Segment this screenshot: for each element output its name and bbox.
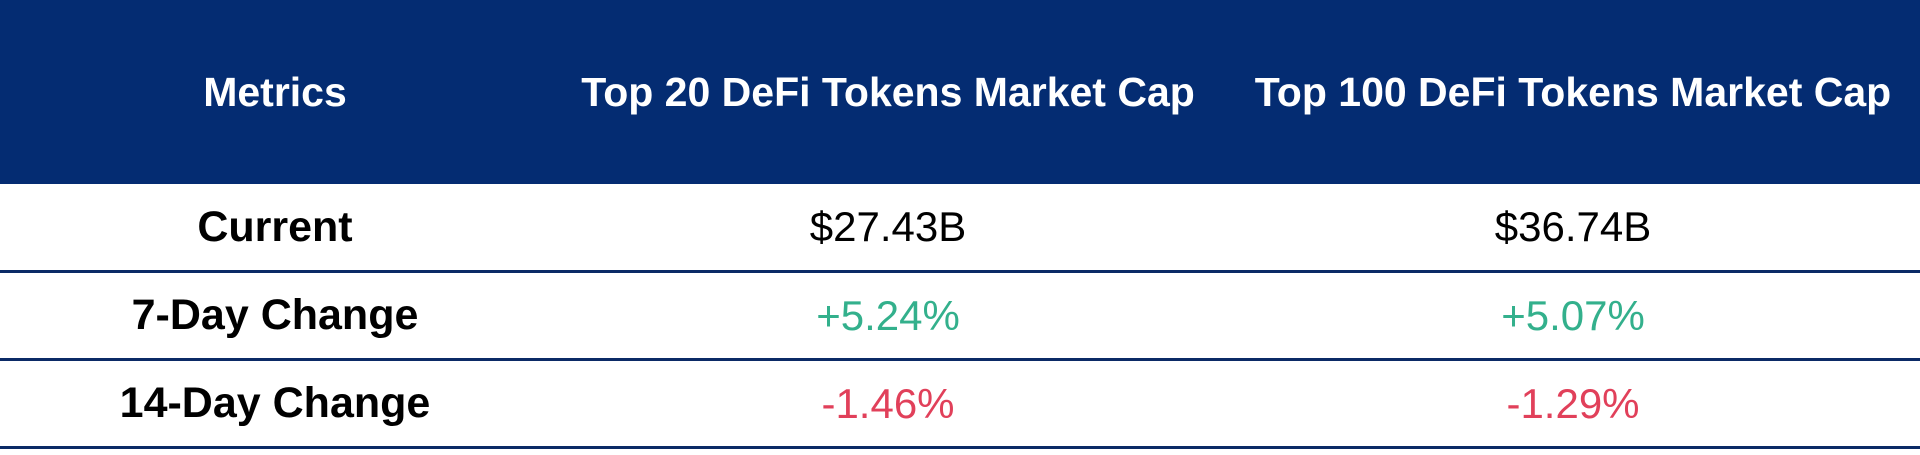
row-label-current: Current bbox=[197, 202, 353, 251]
table-row: Current $27.43B $36.74B bbox=[0, 184, 1920, 273]
table-row: 7-Day Change +5.24% +5.07% bbox=[0, 273, 1920, 361]
header-metrics: Metrics bbox=[203, 69, 347, 115]
cell-14day-top100: -1.29% bbox=[1506, 379, 1640, 427]
cell-7day-top100: +5.07% bbox=[1501, 291, 1645, 339]
cell-current-top100: $36.74B bbox=[1494, 203, 1652, 250]
header-top20: Top 20 DeFi Tokens Market Cap bbox=[581, 69, 1195, 115]
row-label-14day: 14-Day Change bbox=[119, 379, 431, 427]
row-label-7day: 7-Day Change bbox=[131, 291, 419, 339]
cell-current-top20: $27.43B bbox=[809, 203, 967, 250]
table-row: 14-Day Change -1.46% -1.29% bbox=[0, 361, 1920, 449]
cell-14day-top20: -1.46% bbox=[821, 379, 955, 427]
cell-7day-top20: +5.24% bbox=[816, 291, 960, 339]
table-header: Metrics Top 20 DeFi Tokens Market Cap To… bbox=[0, 0, 1920, 184]
header-top100: Top 100 DeFi Tokens Market Cap bbox=[1254, 69, 1892, 115]
